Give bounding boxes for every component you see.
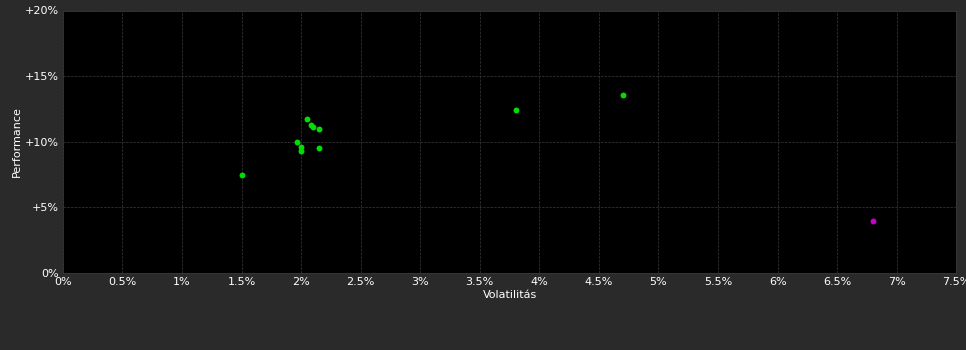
Point — [305, 125, 321, 130]
Point — [294, 148, 309, 154]
Point — [290, 139, 305, 145]
Point — [303, 122, 319, 127]
Point — [299, 117, 315, 122]
Point — [615, 92, 631, 97]
Point — [311, 126, 327, 132]
Point — [311, 146, 327, 151]
Point — [866, 218, 881, 223]
Point — [294, 144, 309, 150]
X-axis label: Volatilitás: Volatilitás — [482, 290, 537, 300]
Point — [234, 172, 249, 177]
Y-axis label: Performance: Performance — [12, 106, 21, 177]
Point — [508, 107, 524, 113]
